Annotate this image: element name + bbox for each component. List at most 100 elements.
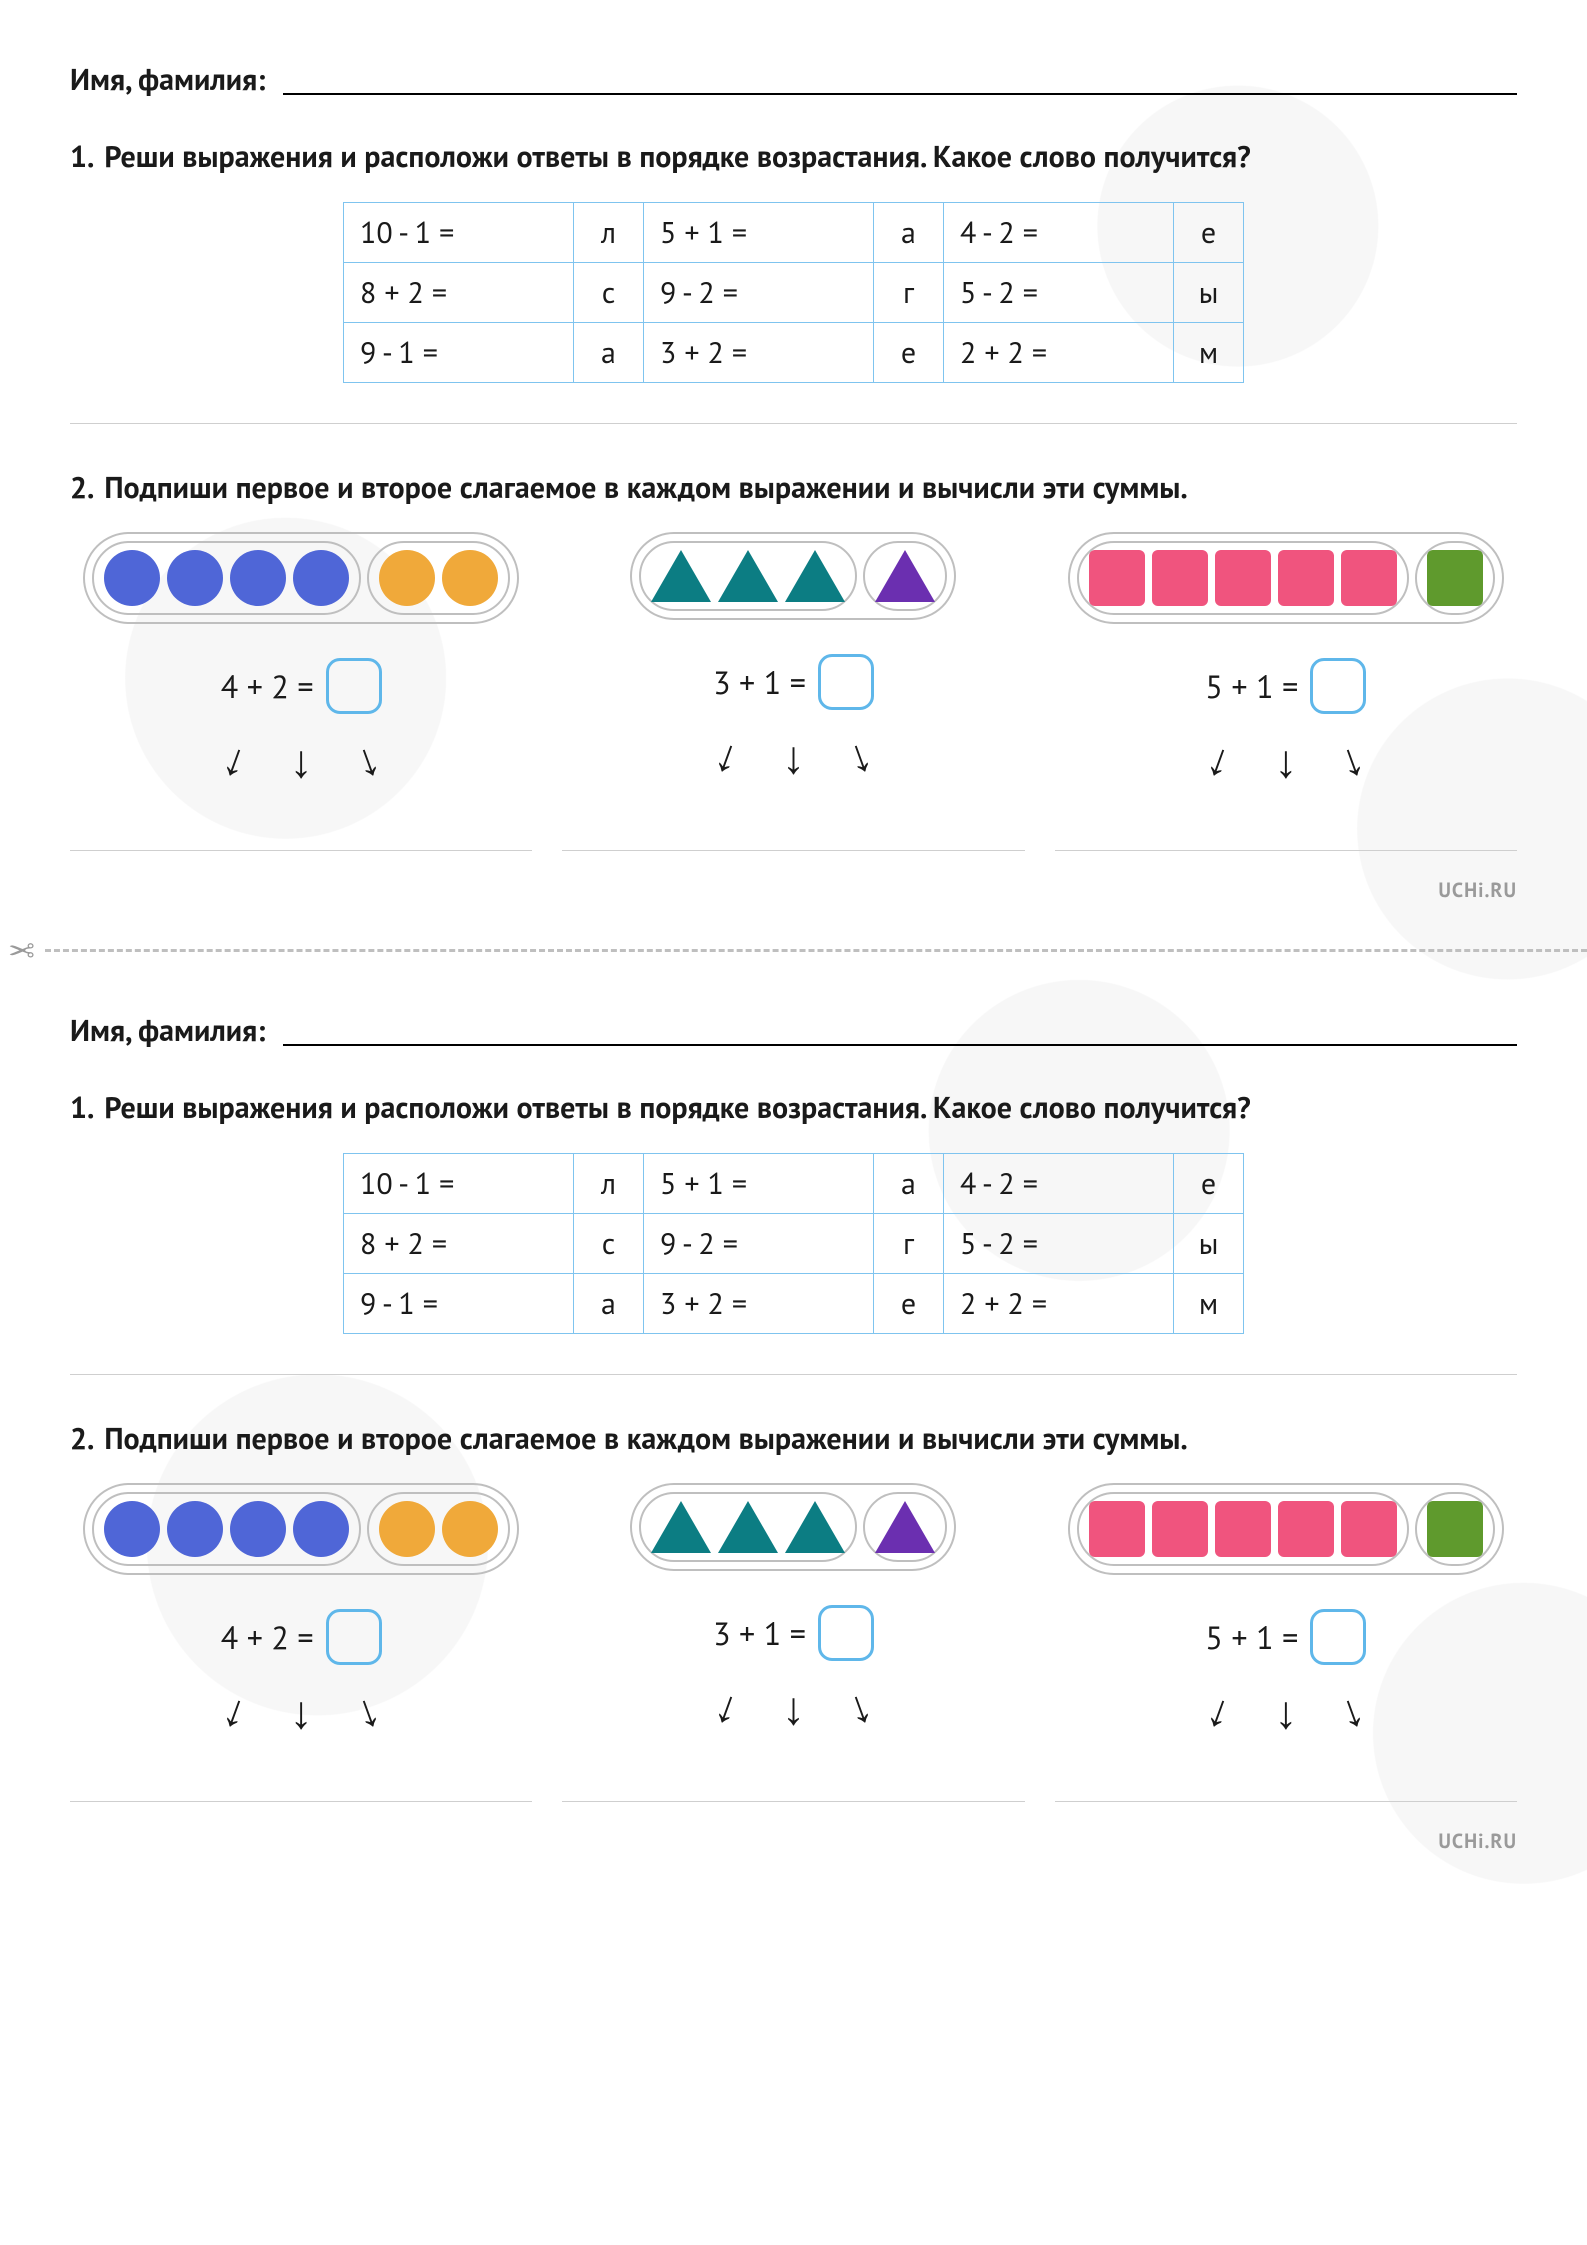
shape-row: 4 + 2 = ↓ ↓ ↓ bbox=[70, 1483, 1517, 1741]
name-input-line[interactable] bbox=[283, 93, 1517, 95]
arrows: ↓ ↓ ↓ bbox=[171, 730, 431, 790]
triangle-icon bbox=[785, 1501, 845, 1553]
arrows: ↓ ↓ ↓ bbox=[663, 1677, 923, 1737]
task-2-text: Подпиши первое и второе слагаемое в кажд… bbox=[104, 1419, 1517, 1460]
answer-box[interactable] bbox=[818, 654, 874, 710]
task-1-text: Реши выражения и расположи ответы в поря… bbox=[104, 137, 1517, 178]
expr-cell[interactable]: 9 - 2 = bbox=[644, 262, 874, 322]
letter-cell: г bbox=[874, 262, 944, 322]
arrow-down-icon: ↓ bbox=[782, 1677, 805, 1737]
triangle-icon bbox=[785, 550, 845, 602]
circle-icon bbox=[167, 1501, 223, 1557]
expr-cell[interactable]: 10 - 1 = bbox=[344, 1153, 574, 1213]
expr-cell[interactable]: 9 - 1 = bbox=[344, 1273, 574, 1333]
circle-icon bbox=[230, 1501, 286, 1557]
expression-text: 3 + 1 = bbox=[713, 1612, 806, 1654]
shape-group-1 bbox=[92, 541, 361, 615]
circle-icon bbox=[167, 550, 223, 606]
circle-icon bbox=[230, 550, 286, 606]
arrow-down-icon: ↓ bbox=[782, 726, 805, 786]
shape-group-2 bbox=[863, 1492, 947, 1562]
square-icon bbox=[1341, 550, 1397, 606]
expr-cell[interactable]: 9 - 2 = bbox=[644, 1213, 874, 1273]
arrow-down-icon: ↓ bbox=[1199, 1677, 1241, 1741]
answer-lines bbox=[70, 1801, 1517, 1802]
letter-cell: л bbox=[574, 1153, 644, 1213]
arrow-down-icon: ↓ bbox=[290, 730, 313, 790]
shape-block-squares: 5 + 1 = ↓ ↓ ↓ bbox=[1055, 532, 1517, 790]
letter-cell: с bbox=[574, 1213, 644, 1273]
shape-group-2 bbox=[1415, 1492, 1495, 1566]
circle-icon bbox=[379, 1501, 435, 1557]
answer-box[interactable] bbox=[326, 1609, 382, 1665]
shape-group-2 bbox=[367, 541, 510, 615]
task-1-number: 1. bbox=[70, 137, 94, 178]
shape-group-outer bbox=[1068, 1483, 1504, 1575]
arrow-down-icon: ↓ bbox=[1330, 726, 1372, 790]
shape-group-1 bbox=[639, 1492, 857, 1562]
expr-cell[interactable]: 5 - 2 = bbox=[944, 1213, 1174, 1273]
expression-text: 4 + 2 = bbox=[221, 1616, 314, 1658]
answer-line[interactable] bbox=[1055, 850, 1517, 851]
answer-line[interactable] bbox=[70, 1801, 532, 1802]
expr-cell[interactable]: 9 - 1 = bbox=[344, 322, 574, 382]
answer-line[interactable] bbox=[1055, 1801, 1517, 1802]
name-input-line[interactable] bbox=[283, 1044, 1517, 1046]
triangle-icon bbox=[718, 550, 778, 602]
letter-cell: е bbox=[874, 1273, 944, 1333]
triangle-icon bbox=[651, 550, 711, 602]
letter-cell: л bbox=[574, 202, 644, 262]
expr-cell[interactable]: 5 + 1 = bbox=[644, 1153, 874, 1213]
table-row: 9 - 1 = а 3 + 2 = е 2 + 2 = м bbox=[344, 322, 1244, 382]
letter-cell: а bbox=[874, 202, 944, 262]
letter-cell: с bbox=[574, 262, 644, 322]
expression-table: 10 - 1 = л 5 + 1 = а 4 - 2 = е 8 + 2 = с… bbox=[343, 1153, 1244, 1334]
arrows: ↓ ↓ ↓ bbox=[1156, 730, 1416, 790]
answer-box[interactable] bbox=[1310, 658, 1366, 714]
expr-cell[interactable]: 3 + 2 = bbox=[644, 322, 874, 382]
expr-cell[interactable]: 4 - 2 = bbox=[944, 202, 1174, 262]
answer-box[interactable] bbox=[326, 658, 382, 714]
arrow-down-icon: ↓ bbox=[707, 1673, 749, 1737]
answer-line[interactable] bbox=[562, 850, 1024, 851]
expr-cell[interactable]: 8 + 2 = bbox=[344, 262, 574, 322]
square-icon bbox=[1278, 550, 1334, 606]
shape-block-triangles: 3 + 1 = ↓ ↓ ↓ bbox=[562, 532, 1024, 786]
name-label: Имя, фамилия: bbox=[70, 1011, 265, 1050]
square-icon bbox=[1427, 550, 1483, 606]
expr-cell[interactable]: 5 + 1 = bbox=[644, 202, 874, 262]
expression-text: 4 + 2 = bbox=[221, 665, 314, 707]
shape-group-1 bbox=[1077, 541, 1409, 615]
sum-expression: 5 + 1 = bbox=[1205, 658, 1366, 714]
triangle-icon bbox=[651, 1501, 711, 1553]
letter-cell: а bbox=[874, 1153, 944, 1213]
letter-cell: ы bbox=[1174, 1213, 1244, 1273]
circle-icon bbox=[442, 550, 498, 606]
task-2-number: 2. bbox=[70, 468, 94, 509]
expr-cell[interactable]: 2 + 2 = bbox=[944, 322, 1174, 382]
letter-cell: е bbox=[1174, 1153, 1244, 1213]
expr-cell[interactable]: 4 - 2 = bbox=[944, 1153, 1174, 1213]
expr-cell[interactable]: 2 + 2 = bbox=[944, 1273, 1174, 1333]
sum-expression: 5 + 1 = bbox=[1205, 1609, 1366, 1665]
expr-cell[interactable]: 8 + 2 = bbox=[344, 1213, 574, 1273]
task-1: 1. Реши выражения и расположи ответы в п… bbox=[70, 137, 1517, 383]
shape-block-circles: 4 + 2 = ↓ ↓ ↓ bbox=[70, 532, 532, 790]
expr-cell[interactable]: 5 - 2 = bbox=[944, 262, 1174, 322]
answer-box[interactable] bbox=[1310, 1609, 1366, 1665]
circle-icon bbox=[442, 1501, 498, 1557]
answer-line[interactable] bbox=[70, 850, 532, 851]
task-1-number: 1. bbox=[70, 1088, 94, 1129]
circle-icon bbox=[293, 550, 349, 606]
table-row: 10 - 1 = л 5 + 1 = а 4 - 2 = е bbox=[344, 1153, 1244, 1213]
shape-group-2 bbox=[863, 541, 947, 611]
expr-cell[interactable]: 10 - 1 = bbox=[344, 202, 574, 262]
arrows: ↓ ↓ ↓ bbox=[663, 726, 923, 786]
square-icon bbox=[1089, 1501, 1145, 1557]
answer-box[interactable] bbox=[818, 1605, 874, 1661]
sum-expression: 4 + 2 = bbox=[221, 1609, 382, 1665]
answer-line[interactable] bbox=[562, 1801, 1024, 1802]
shape-group-1 bbox=[639, 541, 857, 611]
expr-cell[interactable]: 3 + 2 = bbox=[644, 1273, 874, 1333]
shape-group-1 bbox=[1077, 1492, 1409, 1566]
